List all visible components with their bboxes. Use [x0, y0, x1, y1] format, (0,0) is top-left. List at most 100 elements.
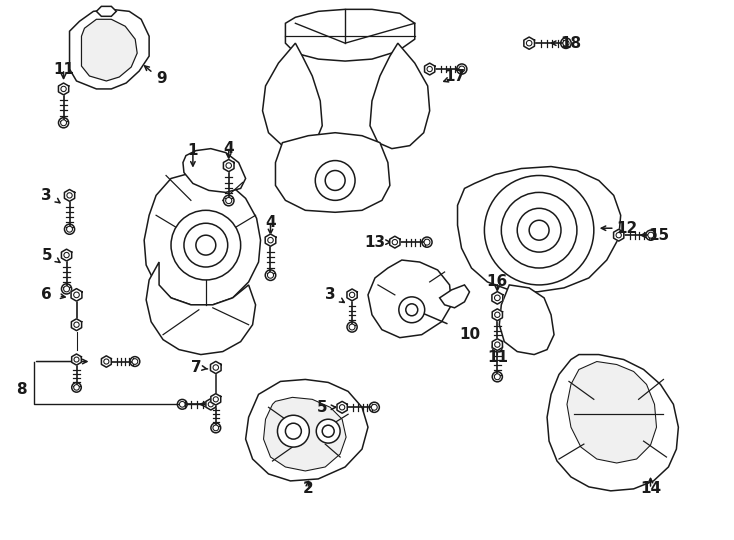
- Text: 6: 6: [41, 287, 52, 302]
- Polygon shape: [223, 159, 234, 172]
- Circle shape: [179, 401, 185, 407]
- Polygon shape: [547, 355, 678, 491]
- Polygon shape: [206, 399, 216, 410]
- Text: 7: 7: [191, 360, 201, 375]
- Circle shape: [213, 425, 219, 431]
- Circle shape: [349, 292, 355, 298]
- Circle shape: [171, 210, 241, 280]
- Circle shape: [495, 295, 500, 301]
- Circle shape: [424, 239, 430, 245]
- Text: 3: 3: [41, 188, 52, 203]
- Polygon shape: [70, 9, 149, 89]
- Circle shape: [103, 359, 109, 364]
- Polygon shape: [492, 292, 503, 304]
- Polygon shape: [390, 236, 400, 248]
- Circle shape: [61, 86, 66, 92]
- Text: 5: 5: [317, 400, 327, 415]
- Text: 2: 2: [303, 481, 313, 496]
- Text: 3: 3: [325, 287, 335, 302]
- Polygon shape: [81, 19, 137, 81]
- Circle shape: [495, 374, 501, 380]
- Circle shape: [64, 286, 70, 292]
- Circle shape: [65, 224, 75, 234]
- Circle shape: [267, 272, 274, 278]
- Text: 4: 4: [265, 215, 276, 230]
- Text: 12: 12: [616, 221, 637, 236]
- Circle shape: [316, 160, 355, 200]
- Polygon shape: [183, 148, 246, 192]
- Polygon shape: [65, 190, 75, 201]
- Circle shape: [646, 230, 656, 240]
- Circle shape: [184, 223, 228, 267]
- Circle shape: [61, 120, 67, 126]
- Circle shape: [563, 40, 569, 46]
- Polygon shape: [424, 63, 435, 75]
- Circle shape: [265, 270, 276, 280]
- Text: 5: 5: [41, 247, 52, 262]
- Circle shape: [59, 118, 69, 128]
- Text: 11: 11: [487, 350, 508, 365]
- Circle shape: [213, 364, 219, 370]
- Circle shape: [526, 40, 532, 46]
- Text: 16: 16: [487, 274, 508, 289]
- Circle shape: [501, 192, 577, 268]
- Polygon shape: [493, 339, 503, 350]
- Circle shape: [561, 38, 571, 49]
- Circle shape: [484, 176, 594, 285]
- Circle shape: [529, 220, 549, 240]
- Circle shape: [495, 342, 500, 347]
- Circle shape: [422, 237, 432, 247]
- Text: 11: 11: [53, 62, 74, 77]
- Circle shape: [347, 322, 357, 332]
- Circle shape: [427, 66, 432, 72]
- Circle shape: [268, 238, 273, 243]
- Circle shape: [277, 415, 309, 447]
- Text: 14: 14: [640, 481, 661, 496]
- Circle shape: [392, 239, 398, 245]
- Circle shape: [459, 66, 465, 72]
- Polygon shape: [72, 354, 81, 365]
- Text: 15: 15: [648, 228, 669, 242]
- Circle shape: [130, 356, 139, 367]
- Circle shape: [648, 232, 654, 238]
- Polygon shape: [62, 249, 72, 261]
- Circle shape: [73, 292, 79, 298]
- Circle shape: [211, 423, 221, 433]
- Polygon shape: [457, 166, 621, 292]
- Polygon shape: [440, 285, 470, 308]
- Polygon shape: [347, 289, 357, 301]
- Circle shape: [369, 402, 379, 413]
- Circle shape: [406, 304, 418, 316]
- Polygon shape: [71, 319, 81, 330]
- Circle shape: [196, 235, 216, 255]
- Polygon shape: [337, 401, 347, 413]
- Polygon shape: [368, 260, 451, 338]
- Circle shape: [208, 402, 214, 407]
- Circle shape: [286, 423, 302, 439]
- Text: 18: 18: [560, 36, 581, 51]
- Circle shape: [67, 226, 73, 232]
- Polygon shape: [265, 234, 276, 246]
- Circle shape: [225, 198, 232, 204]
- Polygon shape: [499, 285, 554, 355]
- Circle shape: [74, 357, 79, 362]
- Polygon shape: [370, 43, 429, 148]
- Text: 13: 13: [364, 235, 385, 249]
- Text: 9: 9: [156, 71, 167, 86]
- Circle shape: [457, 64, 467, 74]
- Circle shape: [325, 171, 345, 191]
- Circle shape: [495, 312, 500, 318]
- Circle shape: [493, 342, 502, 352]
- Polygon shape: [286, 9, 415, 61]
- Circle shape: [371, 404, 377, 410]
- Polygon shape: [493, 309, 503, 321]
- Circle shape: [67, 193, 72, 198]
- Polygon shape: [246, 380, 368, 481]
- Polygon shape: [59, 83, 69, 95]
- Text: 4: 4: [223, 141, 234, 156]
- Circle shape: [72, 383, 81, 392]
- Circle shape: [322, 425, 334, 437]
- Text: 1: 1: [188, 143, 198, 158]
- Polygon shape: [524, 37, 534, 49]
- Circle shape: [349, 324, 355, 330]
